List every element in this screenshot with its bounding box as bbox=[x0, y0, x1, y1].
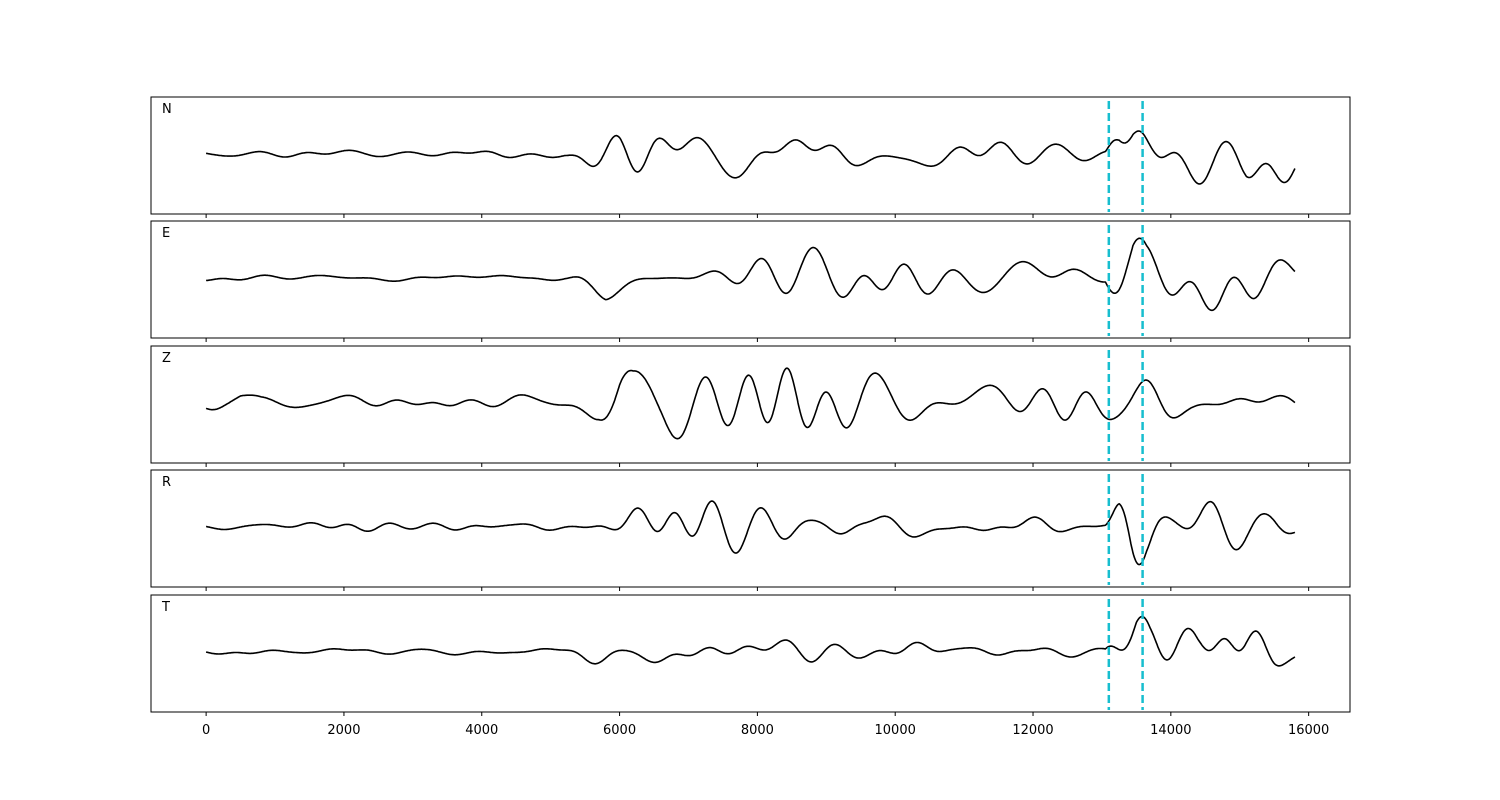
panel-label-e: E bbox=[162, 226, 170, 241]
x-tick-label: 14000 bbox=[1150, 723, 1191, 738]
x-tick-label: 4000 bbox=[465, 723, 498, 738]
x-tick-label: 2000 bbox=[327, 723, 360, 738]
panel-t: T bbox=[150, 594, 1351, 716]
panel-e: E bbox=[150, 220, 1351, 342]
x-tick-label: 0 bbox=[202, 723, 210, 738]
panel-label-z: Z bbox=[162, 351, 171, 366]
x-tick-label: 16000 bbox=[1288, 723, 1329, 738]
waveform-t bbox=[205, 615, 1296, 667]
panel-z: Z bbox=[150, 345, 1351, 467]
x-tick-label: 8000 bbox=[741, 723, 774, 738]
panel-frame bbox=[150, 469, 1351, 588]
waveform-z bbox=[205, 367, 1296, 440]
waveform-r bbox=[205, 500, 1296, 566]
panel-label-t: T bbox=[161, 600, 170, 615]
panel-frame bbox=[150, 96, 1351, 215]
waveform-n bbox=[205, 130, 1296, 185]
x-tick-label: 10000 bbox=[875, 723, 916, 738]
x-tick-label: 6000 bbox=[603, 723, 636, 738]
panel-frame bbox=[150, 345, 1351, 464]
panel-r: R bbox=[150, 469, 1351, 591]
panel-frame bbox=[150, 220, 1351, 339]
waveform-e bbox=[205, 237, 1296, 312]
panel-label-r: R bbox=[162, 475, 171, 490]
panel-label-n: N bbox=[162, 102, 172, 117]
panel-frame bbox=[150, 594, 1351, 713]
x-tick-label: 12000 bbox=[1012, 723, 1053, 738]
panel-n: N bbox=[150, 96, 1351, 218]
